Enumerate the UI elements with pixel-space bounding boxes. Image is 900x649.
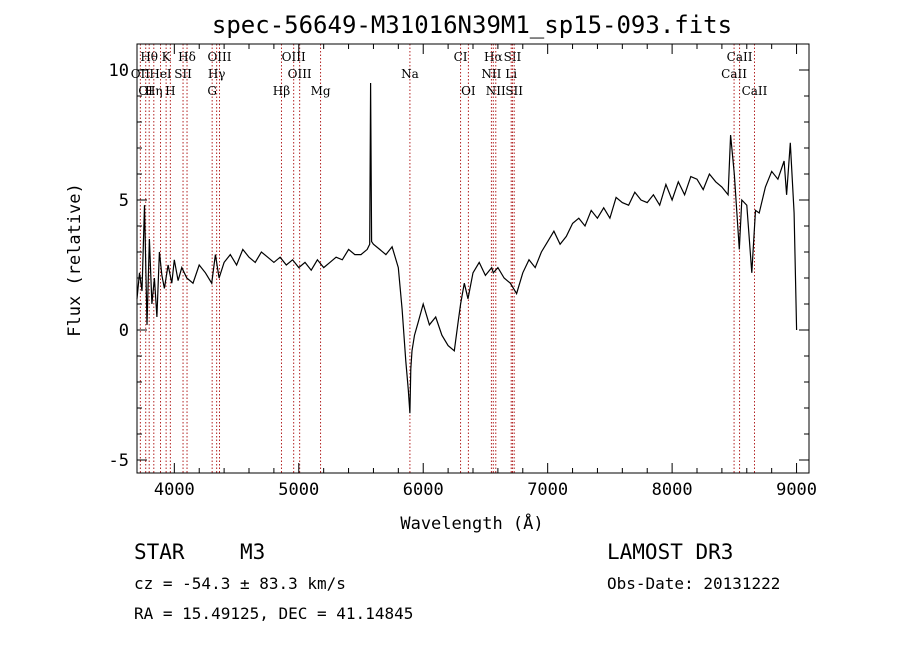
y-axis-ticks: -5 0 5 10 xyxy=(109,43,809,471)
line-marker-label: Li xyxy=(505,67,517,81)
line-marker-label: Na xyxy=(401,67,419,81)
y-axis-label: Flux (relative) xyxy=(65,183,85,337)
x-tick-label: 9000 xyxy=(776,480,817,500)
line-marker-label: SII xyxy=(504,50,522,64)
coordinates: RA = 15.49125, DEC = 41.14845 xyxy=(134,604,414,623)
line-marker-label: HeI xyxy=(149,67,172,81)
line-marker-label: OIII xyxy=(282,50,306,64)
x-tick-label: 6000 xyxy=(403,480,444,500)
y-tick-label: 5 xyxy=(119,191,129,211)
y-tick-label: -5 xyxy=(109,451,129,471)
x-axis-ticks: 4000 5000 6000 7000 8000 9000 xyxy=(154,44,817,500)
y-tick-label: 0 xyxy=(119,321,129,341)
line-marker-label: CI xyxy=(454,50,468,64)
line-marker-label: OI xyxy=(461,84,476,98)
line-marker-label: Hγ xyxy=(208,67,226,81)
line-marker-label: Mg xyxy=(311,84,331,98)
line-marker-label: K xyxy=(162,50,172,64)
line-marker-label: CaII xyxy=(727,50,753,64)
line-marker-label: G xyxy=(207,84,217,98)
line-marker-label: Hη xyxy=(145,84,163,98)
line-marker-label: Hβ xyxy=(273,84,290,98)
line-marker-label: CaII xyxy=(721,67,747,81)
y-tick-label: 10 xyxy=(109,61,129,81)
line-marker-label: OIII xyxy=(207,50,231,64)
object-subclass: M3 xyxy=(240,540,266,564)
line-marker-label: H xyxy=(165,84,175,98)
redshift-value: cz = -54.3 ± 83.3 km/s xyxy=(134,574,346,593)
spectrum-line xyxy=(136,82,798,414)
object-class: STAR xyxy=(134,540,185,564)
line-marker-label: CaII xyxy=(742,84,768,98)
line-marker-label: OIII xyxy=(288,67,312,81)
line-marker-label: SII xyxy=(174,67,192,81)
x-tick-label: 5000 xyxy=(278,480,319,500)
x-tick-label: 8000 xyxy=(652,480,693,500)
line-marker-label: NII xyxy=(486,84,506,98)
line-marker-label: Hδ xyxy=(178,50,196,64)
line-marker-label: Hθ xyxy=(140,50,158,64)
x-tick-label: 4000 xyxy=(154,480,195,500)
observation-date: Obs-Date: 20131222 xyxy=(607,574,781,593)
line-marker-label: SII xyxy=(505,84,523,98)
line-marker-label: NII xyxy=(481,67,501,81)
plot-frame xyxy=(136,43,810,474)
x-tick-label: 7000 xyxy=(527,480,568,500)
chart-title: spec-56649-M31016N39M1_sp15-093.fits xyxy=(212,11,732,39)
line-marker-label: OII xyxy=(131,67,151,81)
line-marker-label: Hα xyxy=(484,50,503,64)
survey-name: LAMOST DR3 xyxy=(607,540,734,564)
line-marker-label: OI xyxy=(138,84,153,98)
x-axis-label: Wavelength (Å) xyxy=(400,512,543,534)
